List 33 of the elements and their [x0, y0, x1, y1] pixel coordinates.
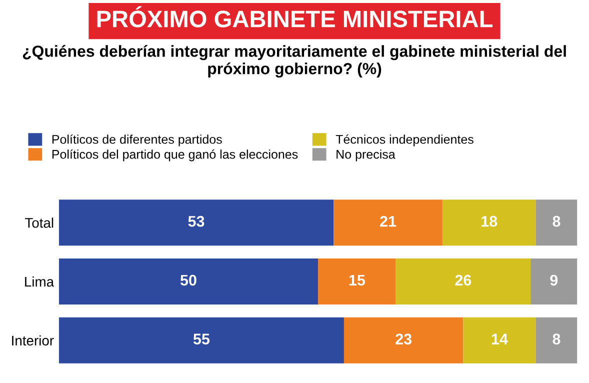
bar [318, 258, 396, 304]
bar [58, 200, 334, 246]
data-label: 18 [482, 216, 498, 227]
data-label: 8 [552, 334, 560, 344]
data-label: 21 [380, 216, 396, 227]
bar [334, 200, 442, 246]
bar [58, 258, 318, 304]
data-label: 8 [552, 216, 560, 227]
y-tick-label: Interior [12, 335, 54, 346]
bar [536, 200, 578, 246]
data-label: 55 [193, 334, 210, 344]
legend-label: Políticos del partido que ganó las elecciones [52, 149, 298, 162]
legend-label: Políticos de diferentes partidos [52, 134, 222, 146]
bar [463, 317, 536, 364]
data-label: 26 [455, 274, 472, 286]
chart-title: PRÓXIMO GABINETE MINISTERIAL [97, 6, 493, 28]
data-label: 9 [550, 274, 558, 286]
bar [442, 200, 536, 246]
y-tick-label: Total [25, 218, 54, 228]
data-label: 14 [492, 334, 508, 344]
bar [58, 317, 344, 364]
data-label: 50 [180, 274, 196, 286]
bar [396, 258, 531, 304]
legend-label: Técnicos independientes [336, 134, 474, 146]
chart-subtitle: ¿Quiénes deberían integrar mayoritariamente el gabinete ministerial del próximo gobierno? (%) [22, 45, 566, 78]
y-tick-label: Lima [25, 276, 54, 287]
bar [344, 317, 464, 364]
legend-label: No precisa [336, 150, 396, 162]
data-label: 15 [349, 274, 366, 286]
data-label: 53 [188, 216, 204, 227]
data-label: 23 [396, 334, 412, 344]
bar [530, 258, 578, 304]
bar [536, 317, 578, 364]
